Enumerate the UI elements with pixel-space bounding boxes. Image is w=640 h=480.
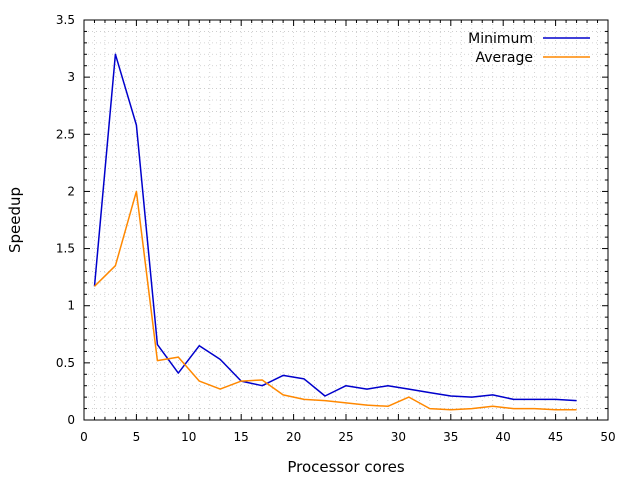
y-tick-label: 1.5 [56, 242, 75, 256]
x-tick-label: 35 [443, 430, 458, 444]
x-tick-label: 30 [391, 430, 406, 444]
y-tick-label: 2.5 [56, 127, 75, 141]
x-tick-label: 15 [234, 430, 249, 444]
x-axis-label: Processor cores [287, 458, 405, 476]
x-tick-label: 45 [548, 430, 563, 444]
x-tick-label: 10 [181, 430, 196, 444]
legend-label-average: Average [476, 50, 534, 66]
y-tick-label: 1 [67, 299, 75, 313]
legend-label-minimum: Minimum [468, 31, 533, 47]
series-line-average [93, 190, 577, 411]
series-line-minimum [93, 53, 577, 402]
y-tick-label: 3.5 [56, 13, 75, 27]
x-tick-label: 0 [80, 430, 88, 444]
y-tick-label: 0.5 [56, 356, 75, 370]
series-lines [93, 53, 577, 411]
grid [84, 20, 608, 420]
x-tick-label: 20 [286, 430, 301, 444]
axis-ticks: 0 5 10 15 20 25 30 35 40 45 50 0 0.5 1 1.5 2 2.5 3 3.5 [56, 13, 616, 444]
legend: Minimum Average [468, 31, 590, 66]
y-tick-label: 0 [67, 413, 75, 427]
y-tick-label: 2 [67, 184, 75, 198]
y-tick-label: 3 [67, 70, 75, 84]
x-tick-label: 50 [600, 430, 615, 444]
x-tick-label: 5 [133, 430, 141, 444]
x-tick-label: 40 [496, 430, 511, 444]
y-axis-label: Speedup [6, 187, 24, 253]
x-tick-label: 25 [338, 430, 353, 444]
